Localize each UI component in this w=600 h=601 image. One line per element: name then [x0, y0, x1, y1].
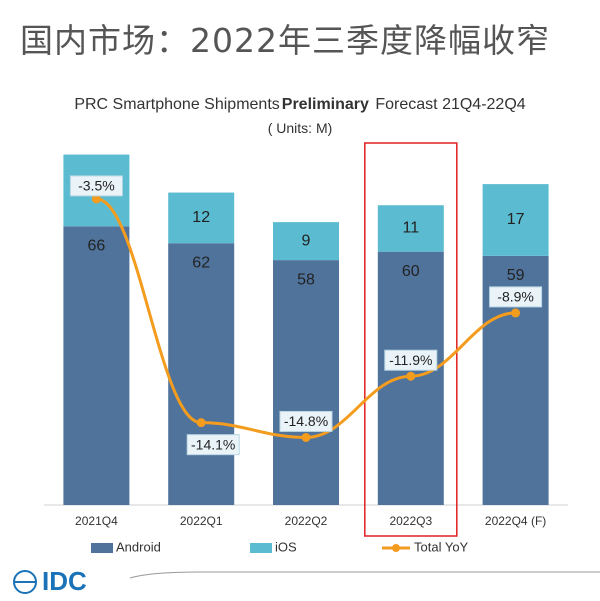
bar-label: 12	[192, 209, 210, 226]
bar-label: 17	[507, 211, 525, 228]
data-label-box	[384, 349, 438, 371]
line-point	[511, 308, 521, 318]
bar-label: 59	[507, 267, 525, 284]
chart-title: PRC Smartphone Shipments Preliminary Fore…	[0, 96, 600, 114]
bar	[63, 226, 130, 506]
legend-label: iOS	[275, 539, 297, 554]
x-tick-label: 2021Q4	[75, 514, 118, 528]
bar	[273, 260, 339, 505]
bar-label: 66	[88, 238, 106, 255]
x-tick-label: 2022Q3	[389, 514, 432, 528]
data-label: -14.8%	[284, 413, 328, 429]
data-label-box	[69, 175, 123, 197]
bar-label: 9	[302, 232, 311, 249]
page-title: 国内市场：2022年三季度降幅收窄	[20, 21, 550, 60]
legend-swatch	[392, 544, 400, 552]
bar-label: 60	[402, 263, 420, 280]
legend-label: Total YoY	[414, 539, 469, 554]
title-part: Forecast 21Q4-22Q4	[375, 96, 526, 113]
footer-line	[129, 571, 600, 579]
bar	[168, 192, 235, 244]
line-point	[196, 418, 206, 428]
title-part: Preliminary	[281, 96, 369, 113]
title-part: PRC Smartphone Shipments	[74, 96, 280, 113]
data-label: -8.9%	[497, 289, 534, 305]
data-label: -11.9%	[389, 352, 432, 368]
bar	[273, 222, 339, 261]
data-label: -3.5%	[78, 178, 115, 194]
line-point	[406, 371, 416, 381]
data-label-box	[186, 434, 240, 456]
x-tick-label: 2022Q2	[285, 514, 328, 528]
line	[96, 197, 516, 439]
chart-subtitle: ( Units: M)	[267, 120, 333, 136]
data-label-box	[489, 286, 543, 308]
bar-label: 11	[402, 220, 419, 237]
logo: IDC	[42, 566, 87, 596]
x-tick-label: 2022Q1	[180, 514, 223, 528]
bar	[482, 184, 549, 256]
legend-label: Android	[116, 539, 161, 554]
bar-label: 62	[192, 254, 210, 271]
data-label: -14.1%	[191, 436, 235, 452]
line-point	[91, 194, 101, 204]
x-tick-label: 2022Q4 (F)	[485, 514, 546, 528]
highlight-box	[364, 142, 458, 537]
legend-swatch	[91, 543, 113, 553]
line-point	[301, 432, 311, 442]
bar	[377, 205, 444, 252]
data-label-box	[279, 410, 333, 432]
bar-label: 58	[297, 271, 315, 288]
bar	[168, 243, 235, 505]
legend-swatch	[250, 543, 272, 553]
